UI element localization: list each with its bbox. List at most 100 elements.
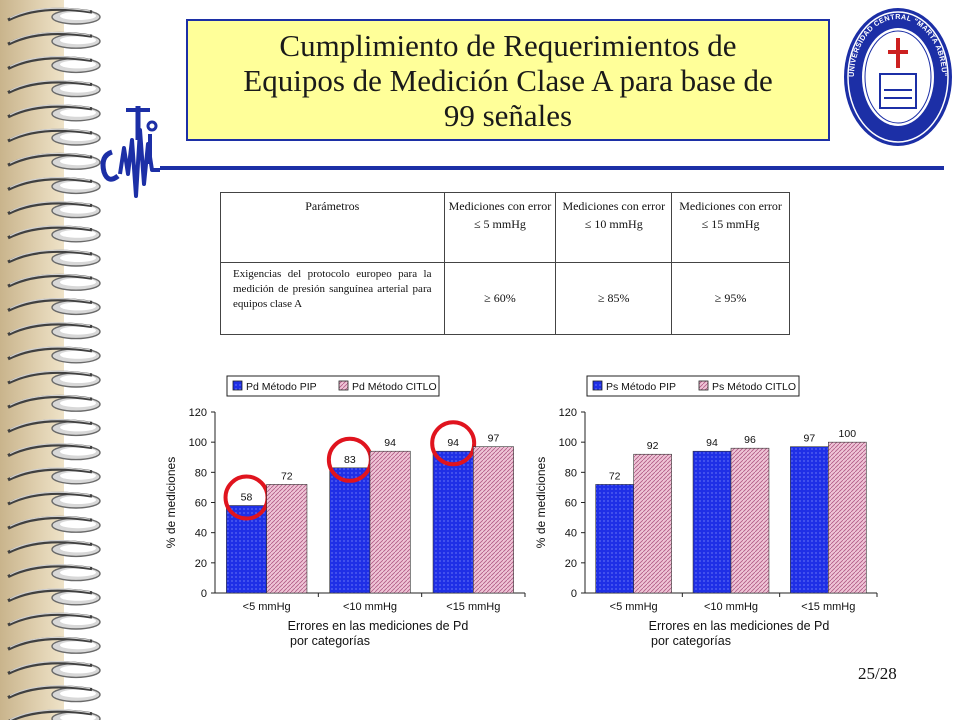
y-tick-label: 100 bbox=[189, 437, 207, 449]
bar bbox=[329, 467, 371, 594]
legend-swatch bbox=[698, 380, 709, 391]
bar-chart-1: Pd Método PIP Pd Método CITLO 0 20 40 60 80 100… bbox=[164, 375, 526, 648]
bar bbox=[369, 450, 411, 594]
spiral-ring bbox=[7, 491, 101, 509]
legend-swatch bbox=[232, 380, 243, 391]
spiral-ring bbox=[7, 467, 101, 485]
legend-label: Ps Método CITLO bbox=[712, 381, 796, 393]
data-label: 96 bbox=[744, 434, 756, 446]
legend-swatch bbox=[592, 380, 603, 391]
table-header: Mediciones con error ≤ 5 mmHg bbox=[443, 192, 557, 263]
spiral-ring bbox=[7, 515, 101, 533]
title-rule bbox=[160, 166, 944, 170]
bar-charts: Pd Método PIP Pd Método CITLO 0 20 40 60 80 100… bbox=[164, 375, 878, 648]
spiral-ring bbox=[7, 346, 101, 364]
bar bbox=[633, 453, 672, 594]
spiral-ring bbox=[7, 128, 101, 146]
x-tick-label: <15 mmHg bbox=[801, 601, 855, 613]
data-label: 92 bbox=[647, 440, 659, 452]
bar bbox=[432, 450, 474, 594]
y-tick-label: 80 bbox=[195, 467, 207, 479]
x-axis-label: por categorías bbox=[290, 634, 370, 648]
bar bbox=[730, 447, 770, 594]
x-axis-label: por categorías bbox=[651, 634, 731, 648]
x-axis-label: Errores en las mediciones de Pd bbox=[649, 619, 830, 633]
y-tick-label: 40 bbox=[195, 528, 207, 540]
spiral-ring bbox=[7, 443, 101, 461]
x-tick-label: <5 mmHg bbox=[610, 601, 658, 613]
spiral-ring bbox=[7, 661, 101, 679]
x-tick-label: <15 mmHg bbox=[446, 601, 500, 613]
chart-legend: Pd Método PIP Pd Método CITLO bbox=[226, 375, 440, 397]
spiral-ring bbox=[7, 249, 101, 267]
bar bbox=[790, 446, 829, 594]
table-cell-value: ≥ 95% bbox=[671, 262, 790, 335]
x-axis-label: Errores en las mediciones de Pd bbox=[288, 619, 469, 633]
data-label: 94 bbox=[384, 437, 396, 449]
slide-title: Cumplimiento de Requerimientos de Equipo… bbox=[243, 27, 773, 133]
highlight-circle bbox=[430, 420, 477, 467]
spiral-ring bbox=[7, 394, 101, 412]
bar bbox=[692, 450, 732, 594]
table-header: Mediciones con error ≤ 15 mmHg bbox=[671, 192, 790, 263]
x-tick-label: <10 mmHg bbox=[704, 601, 758, 613]
legend-label: Pd Método CITLO bbox=[352, 381, 437, 393]
spiral-binding bbox=[0, 0, 101, 720]
spiral-ring bbox=[7, 636, 101, 654]
y-tick-label: 0 bbox=[201, 588, 207, 600]
spiral-ring bbox=[7, 273, 101, 291]
spiral-ring bbox=[7, 370, 101, 388]
table-row: Exigencias del protocolo europeo para la… bbox=[220, 262, 790, 335]
page-number: 25/28 bbox=[858, 664, 897, 683]
spiral-ring bbox=[7, 104, 101, 122]
spiral-ring bbox=[7, 56, 101, 74]
y-tick-label: 120 bbox=[559, 407, 577, 419]
spiral-ring bbox=[7, 31, 101, 49]
spiral-ring bbox=[7, 177, 101, 195]
y-tick-label: 20 bbox=[195, 558, 207, 570]
spiral-ring bbox=[7, 298, 101, 316]
spiral-ring bbox=[8, 709, 101, 720]
y-tick-label: 40 bbox=[565, 528, 577, 540]
table-cell-value: ≥ 85% bbox=[555, 262, 673, 335]
table-header-row: Parámetros Mediciones con error ≤ 5 mmHg… bbox=[220, 192, 790, 263]
requirements-table: Parámetros Mediciones con error ≤ 5 mmHg… bbox=[220, 192, 790, 335]
university-seal: UNIVERSIDAD CENTRAL "MARTA ABREU" DE LAS… bbox=[840, 4, 952, 146]
data-label: 83 bbox=[344, 454, 356, 466]
data-label: 97 bbox=[804, 433, 816, 445]
data-label: 94 bbox=[447, 437, 459, 449]
legend-label: Ps Método PIP bbox=[606, 381, 676, 393]
y-tick-label: 100 bbox=[559, 437, 577, 449]
bar bbox=[473, 446, 514, 594]
y-tick-label: 80 bbox=[565, 467, 577, 479]
slide-title-box: Cumplimiento de Requerimientos de Equipo… bbox=[186, 19, 830, 141]
spiral-ring bbox=[7, 80, 101, 98]
y-tick-label: 120 bbox=[189, 407, 207, 419]
spiral-ring bbox=[7, 7, 101, 25]
spiral-ring bbox=[7, 201, 101, 219]
table-cell-value: ≥ 60% bbox=[443, 262, 557, 335]
data-label: 72 bbox=[281, 470, 293, 482]
chart-legend: Ps Método PIP Ps Método CITLO bbox=[586, 375, 800, 397]
bar bbox=[266, 484, 308, 594]
x-tick-label: <10 mmHg bbox=[343, 601, 397, 613]
bar bbox=[595, 484, 634, 594]
legend-label: Pd Método PIP bbox=[246, 381, 317, 393]
spiral-ring bbox=[7, 322, 101, 340]
data-label: 94 bbox=[706, 437, 718, 449]
data-label: 58 bbox=[241, 492, 253, 504]
table-cell-parameter: Exigencias del protocolo europeo para la… bbox=[220, 262, 445, 335]
y-tick-label: 20 bbox=[565, 558, 577, 570]
spiral-ring bbox=[7, 564, 101, 582]
data-label: 97 bbox=[488, 433, 500, 445]
data-label: 72 bbox=[609, 470, 621, 482]
bar bbox=[828, 441, 867, 594]
y-tick-label: 60 bbox=[195, 498, 207, 510]
spiral-ring bbox=[7, 588, 101, 606]
data-label: 100 bbox=[839, 428, 857, 440]
table-header: Parámetros bbox=[220, 192, 445, 263]
institute-logo bbox=[100, 106, 160, 198]
table-header: Mediciones con error ≤ 10 mmHg bbox=[555, 192, 673, 263]
y-axis-label: % de mediciones bbox=[164, 457, 178, 548]
charts-panel: Pd Método PIP Pd Método CITLO 0 20 40 60 80 100… bbox=[155, 368, 888, 662]
